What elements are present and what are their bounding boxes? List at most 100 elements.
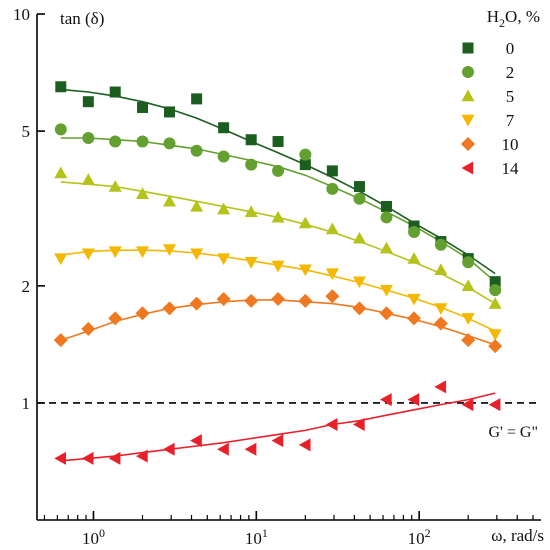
fit-curve-2 xyxy=(60,137,496,283)
data-point-2 xyxy=(82,131,95,144)
data-point-10 xyxy=(216,292,231,307)
data-point-14 xyxy=(108,451,121,465)
data-point-0 xyxy=(272,136,284,148)
data-point-14 xyxy=(81,451,94,465)
legend-label-10: 10 xyxy=(502,135,519,154)
legend-title: H2O, % xyxy=(487,7,540,30)
x-tick-exponent: 2 xyxy=(425,526,431,540)
data-point-7 xyxy=(162,244,176,257)
data-point-7 xyxy=(298,264,312,277)
data-point-7 xyxy=(54,253,68,266)
data-point-7 xyxy=(244,257,258,269)
data-point-7 xyxy=(217,253,231,266)
legend-marker-0 xyxy=(462,42,474,54)
data-point-2 xyxy=(245,158,258,171)
data-point-7 xyxy=(461,313,475,325)
y-tick-label: 2 xyxy=(22,277,31,296)
y-axis-title: tan (δ) xyxy=(60,9,104,28)
data-point-10 xyxy=(53,333,68,348)
y-tick-label: 5 xyxy=(22,122,31,141)
data-point-10 xyxy=(162,301,177,316)
legend-title-sub: 2 xyxy=(499,16,505,30)
data-point-14 xyxy=(379,393,392,407)
data-point-10 xyxy=(81,321,96,336)
legend-label-5: 5 xyxy=(506,87,515,106)
legend-marker-10 xyxy=(461,137,475,151)
data-point-5 xyxy=(434,263,448,275)
data-point-0 xyxy=(353,181,365,193)
legend-title-suffix: O, % xyxy=(505,7,540,26)
data-point-14 xyxy=(352,418,365,432)
legend-label-14: 14 xyxy=(502,159,520,178)
data-point-5 xyxy=(108,180,122,192)
data-point-10 xyxy=(488,339,503,354)
data-point-0 xyxy=(489,276,501,288)
legend-marker-14 xyxy=(461,161,474,175)
data-point-10 xyxy=(108,311,123,326)
data-point-10 xyxy=(407,311,422,326)
data-point-14 xyxy=(298,438,311,452)
fit-curve-10 xyxy=(60,299,496,346)
data-point-5 xyxy=(407,252,421,264)
data-point-0 xyxy=(408,220,420,232)
data-point-2 xyxy=(54,123,67,136)
data-point-10 xyxy=(244,293,259,308)
data-point-10 xyxy=(189,296,204,311)
data-point-5 xyxy=(379,241,393,254)
data-point-5 xyxy=(461,279,475,292)
data-point-14 xyxy=(461,398,474,412)
data-point-7 xyxy=(135,246,149,259)
y-tick-label: 10 xyxy=(13,5,30,24)
y-tick-label: 1 xyxy=(22,394,31,413)
data-point-2 xyxy=(462,256,475,269)
x-axis-title: ω, rad/s xyxy=(491,526,544,545)
data-point-7 xyxy=(190,248,204,261)
data-point-5 xyxy=(488,297,502,309)
legend-title-prefix: H xyxy=(487,7,499,26)
data-point-5 xyxy=(54,166,68,179)
data-point-0 xyxy=(109,86,121,98)
data-point-2 xyxy=(217,150,230,163)
fit-curve-0 xyxy=(60,88,496,275)
data-point-2 xyxy=(380,211,393,224)
data-point-0 xyxy=(299,159,311,171)
reference-line-group: G' = G" xyxy=(37,402,541,441)
data-point-2 xyxy=(408,226,421,239)
data-point-0 xyxy=(380,200,392,212)
x-tick-label: 102 xyxy=(408,526,431,548)
legend-label-2: 2 xyxy=(506,63,515,82)
data-point-2 xyxy=(136,135,149,148)
legend-label-7: 7 xyxy=(506,111,515,130)
data-point-10 xyxy=(271,292,286,307)
data-point-14 xyxy=(325,418,338,432)
data-point-7 xyxy=(271,260,285,273)
data-point-7 xyxy=(379,284,393,297)
data-point-10 xyxy=(352,301,367,316)
data-point-7 xyxy=(352,276,366,289)
data-point-14 xyxy=(407,393,420,407)
data-point-5 xyxy=(244,205,258,218)
data-point-14 xyxy=(217,442,229,456)
x-tick-label: 101 xyxy=(245,526,268,548)
data-point-2 xyxy=(434,238,447,251)
data-point-10 xyxy=(379,306,394,321)
data-point-5 xyxy=(135,187,149,199)
data-point-14 xyxy=(190,434,202,448)
axes xyxy=(36,14,541,521)
x-tick-exponent: 0 xyxy=(99,526,105,540)
legend-marker-7 xyxy=(461,114,475,127)
fit-curve-5 xyxy=(60,181,496,305)
data-point-2 xyxy=(163,137,176,150)
data-point-5 xyxy=(325,222,339,235)
data-point-5 xyxy=(271,210,285,223)
data-point-0 xyxy=(191,93,203,105)
data-point-5 xyxy=(81,173,95,185)
data-point-5 xyxy=(352,231,366,244)
fit-curve-14 xyxy=(60,392,496,462)
x-tick-base: 10 xyxy=(408,529,425,548)
legend-marker-2 xyxy=(462,66,474,78)
data-point-7 xyxy=(488,329,502,341)
data-point-10 xyxy=(298,293,313,308)
